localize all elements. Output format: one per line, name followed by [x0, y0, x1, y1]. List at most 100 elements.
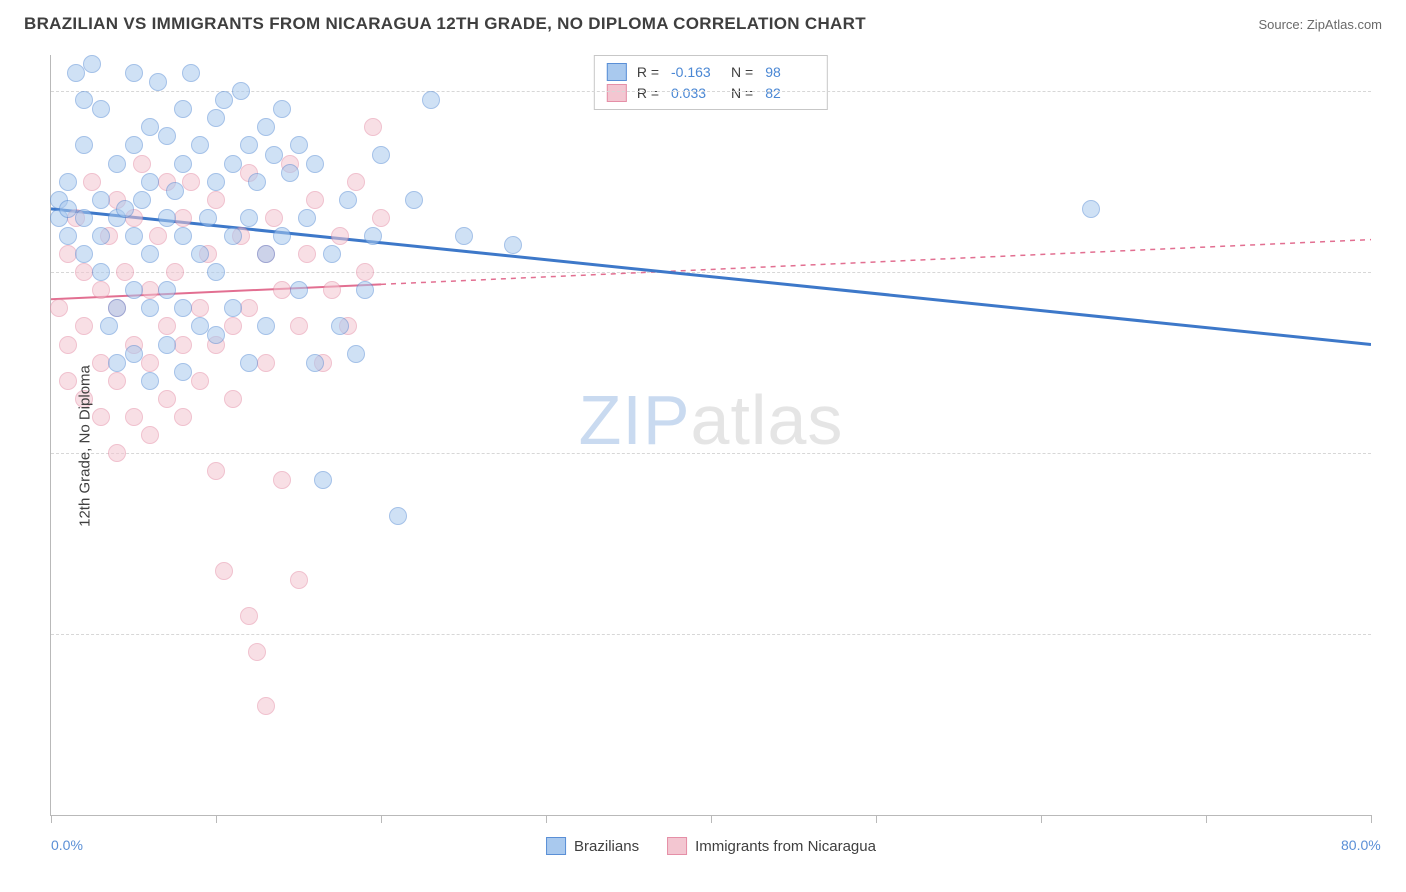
data-point-pink: [158, 390, 176, 408]
data-point-blue: [141, 245, 159, 263]
data-point-blue: [174, 100, 192, 118]
data-point-pink: [224, 317, 242, 335]
data-point-blue: [92, 227, 110, 245]
x-tick: [546, 815, 547, 823]
x-tick: [1371, 815, 1372, 823]
data-point-pink: [83, 173, 101, 191]
x-tick: [876, 815, 877, 823]
data-point-pink: [257, 697, 275, 715]
n-label: N =: [731, 85, 753, 101]
watermark-zip: ZIP: [579, 381, 691, 459]
data-point-blue: [75, 91, 93, 109]
data-point-blue: [125, 281, 143, 299]
data-point-blue: [199, 209, 217, 227]
r-label: R =: [637, 64, 659, 80]
data-point-blue: [191, 317, 209, 335]
data-point-pink: [149, 227, 167, 245]
data-point-blue: [125, 64, 143, 82]
data-point-pink: [141, 426, 159, 444]
x-tick-label: 0.0%: [51, 837, 83, 853]
r-value-blue: -0.163: [671, 64, 721, 80]
data-point-blue: [1082, 200, 1100, 218]
data-point-blue: [108, 155, 126, 173]
trend-line: [51, 209, 1371, 345]
data-point-blue: [191, 136, 209, 154]
data-point-blue: [224, 299, 242, 317]
data-point-blue: [141, 372, 159, 390]
data-point-pink: [166, 263, 184, 281]
data-point-pink: [364, 118, 382, 136]
data-point-blue: [191, 245, 209, 263]
data-point-blue: [133, 191, 151, 209]
data-point-pink: [207, 462, 225, 480]
data-point-blue: [174, 155, 192, 173]
data-point-pink: [59, 336, 77, 354]
data-point-pink: [133, 155, 151, 173]
data-point-pink: [59, 372, 77, 390]
legend-row-blue: R = -0.163 N = 98: [607, 63, 815, 81]
legend-item-blue: Brazilians: [546, 837, 639, 855]
data-point-blue: [290, 281, 308, 299]
data-point-pink: [141, 281, 159, 299]
n-label: N =: [731, 64, 753, 80]
data-point-blue: [215, 91, 233, 109]
data-point-pink: [323, 281, 341, 299]
data-point-pink: [347, 173, 365, 191]
x-tick: [381, 815, 382, 823]
data-point-pink: [125, 408, 143, 426]
data-point-blue: [182, 64, 200, 82]
chart-title: BRAZILIAN VS IMMIGRANTS FROM NICARAGUA 1…: [24, 14, 866, 34]
data-point-blue: [290, 136, 308, 154]
legend-label-blue: Brazilians: [574, 838, 639, 855]
data-point-blue: [125, 136, 143, 154]
data-point-blue: [240, 209, 258, 227]
series-legend: Brazilians Immigrants from Nicaragua: [546, 837, 876, 855]
source-label: Source: ZipAtlas.com: [1258, 17, 1382, 32]
data-point-pink: [50, 299, 68, 317]
n-value-blue: 98: [765, 64, 815, 80]
data-point-pink: [174, 336, 192, 354]
swatch-pink: [667, 837, 687, 855]
x-tick: [51, 815, 52, 823]
data-point-blue: [248, 173, 266, 191]
data-point-blue: [273, 227, 291, 245]
data-point-blue: [405, 191, 423, 209]
data-point-pink: [290, 571, 308, 589]
data-point-blue: [257, 245, 275, 263]
data-point-pink: [273, 281, 291, 299]
data-point-blue: [298, 209, 316, 227]
data-point-blue: [141, 118, 159, 136]
data-point-blue: [306, 354, 324, 372]
data-point-pink: [158, 317, 176, 335]
data-point-pink: [273, 471, 291, 489]
data-point-blue: [207, 326, 225, 344]
data-point-pink: [207, 191, 225, 209]
data-point-blue: [125, 345, 143, 363]
data-point-blue: [389, 507, 407, 525]
data-point-blue: [141, 173, 159, 191]
data-point-blue: [116, 200, 134, 218]
data-point-blue: [108, 299, 126, 317]
data-point-pink: [59, 245, 77, 263]
x-tick-label: 80.0%: [1341, 837, 1381, 853]
data-point-pink: [356, 263, 374, 281]
data-point-pink: [331, 227, 349, 245]
data-point-blue: [257, 317, 275, 335]
data-point-blue: [207, 109, 225, 127]
data-point-blue: [224, 155, 242, 173]
data-point-blue: [504, 236, 522, 254]
data-point-pink: [108, 444, 126, 462]
data-point-blue: [158, 336, 176, 354]
data-point-blue: [149, 73, 167, 91]
data-point-blue: [92, 191, 110, 209]
data-point-pink: [141, 354, 159, 372]
data-point-blue: [100, 317, 118, 335]
r-value-pink: 0.033: [671, 85, 721, 101]
data-point-pink: [215, 562, 233, 580]
data-point-blue: [125, 227, 143, 245]
data-point-pink: [298, 245, 316, 263]
data-point-pink: [108, 372, 126, 390]
data-point-blue: [158, 209, 176, 227]
data-point-pink: [116, 263, 134, 281]
gridline-h: [51, 634, 1371, 635]
